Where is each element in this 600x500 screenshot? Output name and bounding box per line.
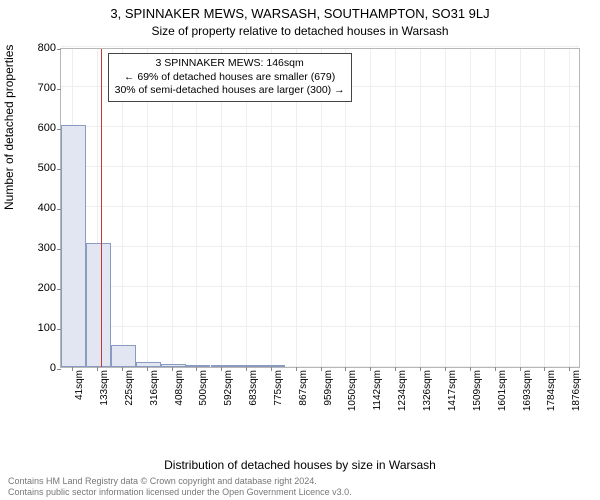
histogram-bar <box>235 365 260 367</box>
x-tick-label: 133sqm <box>99 370 110 406</box>
gridline-v <box>470 49 471 367</box>
reference-line <box>101 49 102 367</box>
histogram-bar <box>161 364 186 367</box>
x-tick-label: 867sqm <box>298 370 309 406</box>
footer-text: Contains HM Land Registry data © Crown c… <box>8 476 352 499</box>
x-tick-label: 592sqm <box>223 370 234 406</box>
x-tick-label: 1050sqm <box>347 370 358 411</box>
gridline-h <box>61 206 579 207</box>
y-tick-label: 600 <box>26 122 56 134</box>
gridline-v <box>569 49 570 367</box>
footer-line-1: Contains HM Land Registry data © Crown c… <box>8 476 352 487</box>
y-tick-label: 500 <box>26 162 56 174</box>
annotation-line: 30% of semi-detached houses are larger (… <box>115 84 345 98</box>
annotation-line: ← 69% of detached houses are smaller (67… <box>115 71 345 85</box>
x-tick-label: 500sqm <box>198 370 209 406</box>
x-tick-label: 225sqm <box>124 370 135 406</box>
gridline-v <box>495 49 496 367</box>
x-tick-label: 775sqm <box>273 370 284 406</box>
gridline-v <box>544 49 545 367</box>
histogram-bar <box>186 365 211 367</box>
y-axis-label: Number of detached properties <box>2 45 16 210</box>
x-tick-label: 1876sqm <box>571 370 582 411</box>
x-tick-label: 1234sqm <box>397 370 408 411</box>
gridline-h <box>61 286 579 287</box>
x-tick-label: 1142sqm <box>372 370 383 410</box>
histogram-bar <box>211 365 236 367</box>
y-tick-label: 700 <box>26 82 56 94</box>
chart-subtitle: Size of property relative to detached ho… <box>0 24 600 38</box>
annotation-line: 3 SPINNAKER MEWS: 146sqm <box>115 57 345 71</box>
histogram-bar <box>111 345 136 367</box>
y-tick-label: 200 <box>26 282 56 294</box>
histogram-bar <box>136 362 161 367</box>
chart-title: 3, SPINNAKER MEWS, WARSASH, SOUTHAMPTON,… <box>0 0 600 23</box>
plot-area: 3 SPINNAKER MEWS: 146sqm← 69% of detache… <box>60 48 580 368</box>
gridline-h <box>61 46 579 47</box>
histogram-bar <box>86 243 111 367</box>
x-tick-label: 1601sqm <box>497 370 508 411</box>
x-tick-label: 41sqm <box>74 370 85 400</box>
x-axis-label: Distribution of detached houses by size … <box>0 458 600 472</box>
chart-area: 3 SPINNAKER MEWS: 146sqm← 69% of detache… <box>60 48 580 418</box>
gridline-h <box>61 166 579 167</box>
annotation-box: 3 SPINNAKER MEWS: 146sqm← 69% of detache… <box>108 53 352 102</box>
x-tick-label: 1693sqm <box>522 370 533 411</box>
x-tick-label: 1509sqm <box>472 370 483 411</box>
gridline-v <box>420 49 421 367</box>
histogram-bar <box>61 125 86 367</box>
y-tick-label: 100 <box>26 322 56 334</box>
gridline-h <box>61 126 579 127</box>
y-tick-label: 0 <box>26 362 56 374</box>
histogram-bar <box>260 365 285 367</box>
gridline-v <box>445 49 446 367</box>
gridline-v <box>395 49 396 367</box>
x-tick-label: 959sqm <box>323 370 334 406</box>
x-tick-label: 1417sqm <box>447 370 458 411</box>
gridline-v <box>370 49 371 367</box>
y-tick-label: 800 <box>26 42 56 54</box>
y-tick-label: 400 <box>26 202 56 214</box>
footer-line-2: Contains public sector information licen… <box>8 487 352 498</box>
gridline-h <box>61 246 579 247</box>
x-tick-label: 316sqm <box>149 370 160 406</box>
gridline-h <box>61 326 579 327</box>
x-tick-label: 1326sqm <box>422 370 433 411</box>
gridline-v <box>520 49 521 367</box>
x-tick-label: 1784sqm <box>546 370 557 411</box>
x-tick-label: 683sqm <box>248 370 259 406</box>
y-tick-label: 300 <box>26 242 56 254</box>
x-tick-label: 408sqm <box>174 370 185 406</box>
chart-container: 3, SPINNAKER MEWS, WARSASH, SOUTHAMPTON,… <box>0 0 600 500</box>
